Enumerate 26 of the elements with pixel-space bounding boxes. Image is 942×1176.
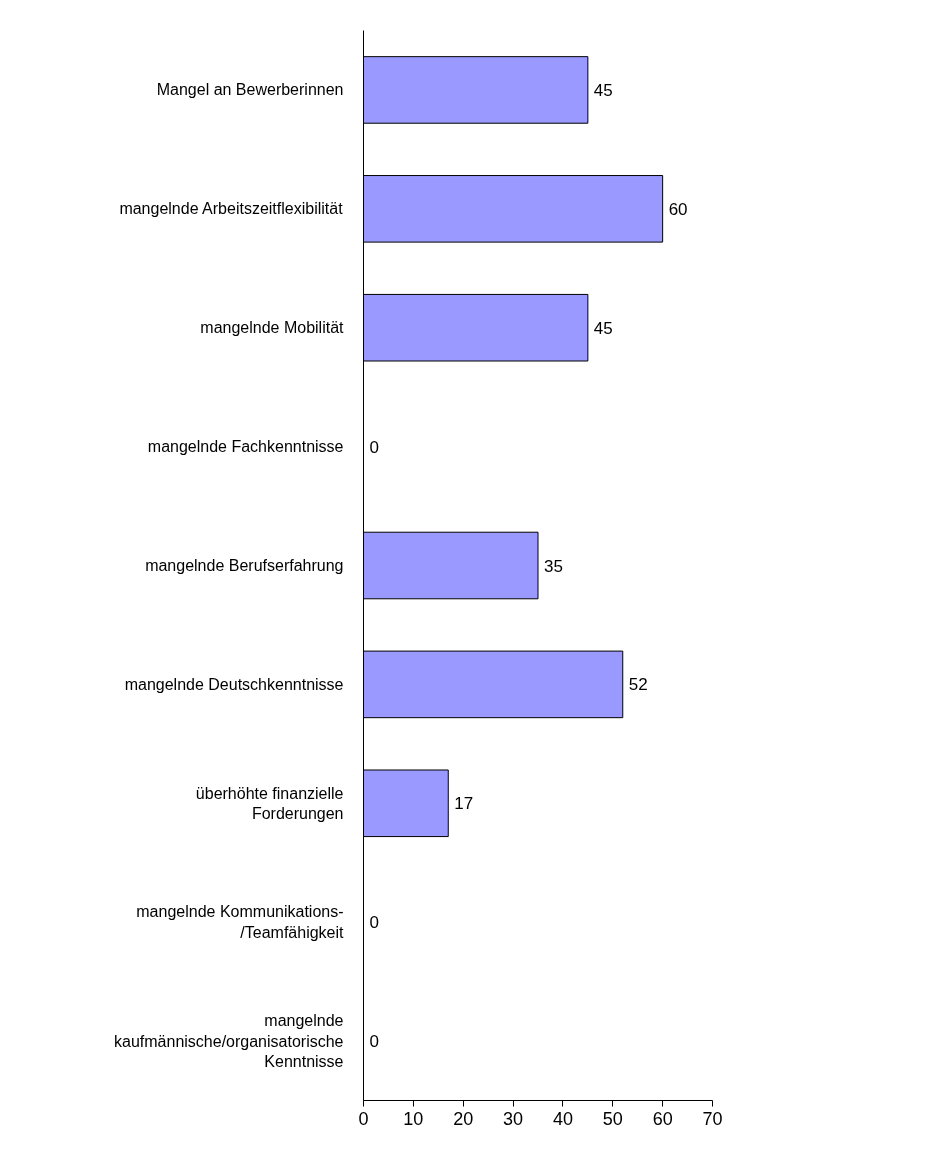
data-label: 0 [369, 1032, 379, 1052]
x-tick-label: 60 [652, 1108, 673, 1129]
x-tick-label: 0 [358, 1108, 369, 1129]
x-tick-label: 70 [702, 1108, 723, 1129]
data-label: 17 [454, 794, 474, 814]
y-tick-label: mangelnde Kommunikations- /Teamfähigkeit [136, 903, 345, 941]
y-tick-label: mangelnde Deutschkenntnisse [124, 675, 344, 693]
data-label: 60 [668, 199, 688, 219]
y-tick-label: mangelnde Berufserfahrung [145, 557, 344, 574]
y-tick-label: Mangel an Bewerberinnen [156, 81, 344, 99]
data-label: 52 [628, 675, 648, 695]
data-label: 45 [593, 80, 613, 100]
x-tick-label: 20 [453, 1108, 474, 1129]
x-tick-label: 40 [552, 1108, 573, 1129]
y-tick-label: mangelnde kaufmännische/organisatorische Kenntnisse [114, 1012, 344, 1070]
y-tick-label: mangelnde Fachkenntnisse [147, 438, 344, 456]
x-tick-label: 10 [403, 1108, 424, 1129]
data-label: 0 [369, 437, 379, 457]
data-label: 0 [369, 913, 379, 933]
data-label: 35 [544, 556, 563, 576]
x-tick-label: 30 [503, 1108, 524, 1129]
y-tick-label: mangelnde Mobilität [200, 319, 345, 337]
y-tick-label: mangelnde Arbeitszeitflexibilität [119, 200, 344, 218]
x-tick-label: 50 [602, 1108, 623, 1129]
y-tick-label: überhöhte finanzielle Forderungen [195, 784, 344, 822]
data-label: 45 [593, 318, 613, 338]
